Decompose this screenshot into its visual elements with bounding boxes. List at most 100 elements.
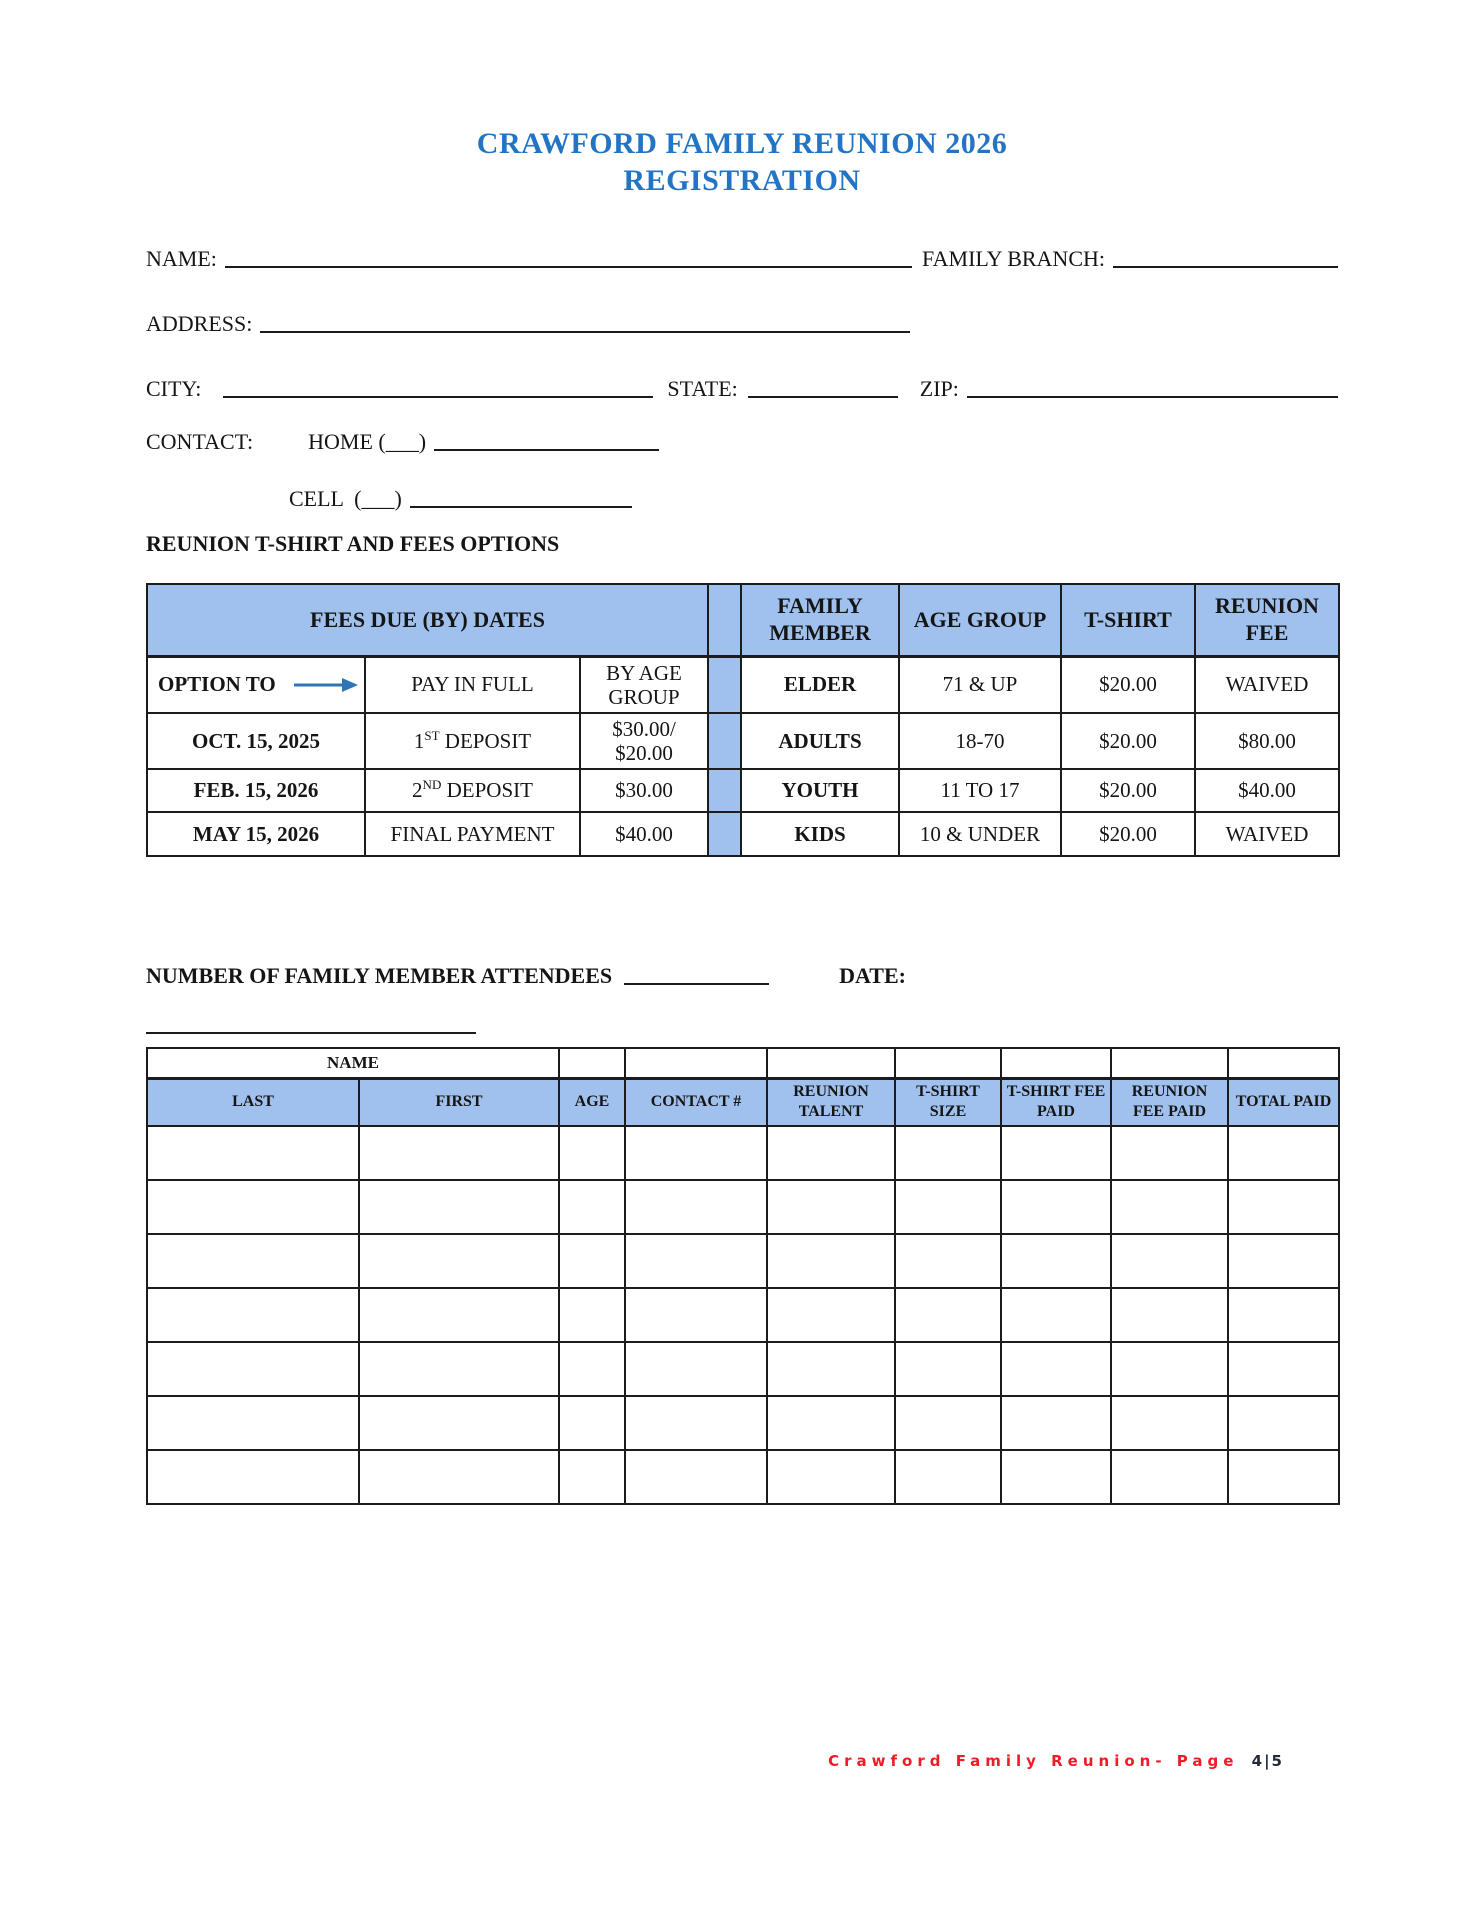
attendee-cell[interactable] xyxy=(558,1125,627,1182)
attendee-cell[interactable] xyxy=(1000,1287,1113,1344)
attendee-cell[interactable] xyxy=(146,1179,360,1236)
name-span-header: NAME xyxy=(145,1047,561,1079)
attendees-count-blank[interactable] xyxy=(624,967,770,985)
city-blank[interactable] xyxy=(223,380,654,398)
attendee-cell[interactable] xyxy=(894,1395,1003,1452)
date-blank[interactable] xyxy=(146,1016,476,1034)
age-cell: 18-70 xyxy=(898,712,1062,770)
attendee-cell[interactable] xyxy=(146,1287,360,1344)
attendee-cell[interactable] xyxy=(1227,1395,1341,1452)
attendee-cell[interactable] xyxy=(894,1179,1003,1236)
attendee-cell[interactable] xyxy=(624,1179,769,1236)
attendee-cell[interactable] xyxy=(1227,1233,1341,1290)
attendee-cell[interactable] xyxy=(146,1125,360,1182)
attendee-cell[interactable] xyxy=(766,1179,897,1236)
attendee-cell[interactable] xyxy=(357,1287,561,1344)
attendee-cell[interactable] xyxy=(1000,1341,1113,1398)
attendee-cell[interactable] xyxy=(1000,1449,1113,1506)
spacer-column-header xyxy=(707,583,742,658)
attendee-cell[interactable] xyxy=(624,1395,769,1452)
attendee-cell[interactable] xyxy=(894,1125,1003,1182)
attendee-cell[interactable] xyxy=(766,1287,897,1344)
member-cell: YOUTH xyxy=(740,768,900,813)
attendee-cell[interactable] xyxy=(558,1179,627,1236)
attendee-cell[interactable] xyxy=(1000,1125,1113,1182)
attendee-cell[interactable] xyxy=(766,1125,897,1182)
attendee-cell[interactable] xyxy=(558,1449,627,1506)
attendee-cell[interactable] xyxy=(1110,1125,1230,1182)
fees-row-may: MAY 15, 2026 FINAL PAYMENT $40.00 KIDS 1… xyxy=(146,811,1340,857)
attendee-cell[interactable] xyxy=(1000,1233,1113,1290)
zip-label: ZIP: xyxy=(919,376,959,401)
attendee-cell[interactable] xyxy=(1110,1341,1230,1398)
state-blank[interactable] xyxy=(747,380,898,398)
attendee-cell[interactable] xyxy=(894,1233,1003,1290)
attendee-cell[interactable] xyxy=(1110,1287,1230,1344)
cell-phone-blank[interactable] xyxy=(409,490,632,508)
tshirt-header: T-SHIRT xyxy=(1060,583,1196,658)
attendee-cell[interactable] xyxy=(558,1233,627,1290)
attendee-cell[interactable] xyxy=(357,1179,561,1236)
attendee-cell[interactable] xyxy=(558,1341,627,1398)
attendee-cell[interactable] xyxy=(357,1233,561,1290)
reunion-fee-cell: WAIVED xyxy=(1194,811,1340,857)
empty-header-cell[interactable] xyxy=(1227,1047,1341,1079)
attendee-cell[interactable] xyxy=(894,1287,1003,1344)
family-branch-blank[interactable] xyxy=(1113,250,1338,268)
attendee-cell[interactable] xyxy=(357,1125,561,1182)
empty-header-cell[interactable] xyxy=(1000,1047,1113,1079)
attendee-cell[interactable] xyxy=(624,1233,769,1290)
home-label: HOME (___) xyxy=(308,429,427,454)
attendee-name-header-row: NAME xyxy=(145,1047,1341,1079)
address-blank[interactable] xyxy=(260,315,911,333)
empty-header-cell[interactable] xyxy=(894,1047,1003,1079)
name-blank[interactable] xyxy=(224,250,913,268)
title-line-1: CRAWFORD FAMILY REUNION 2026 xyxy=(476,127,1008,160)
attendee-cell[interactable] xyxy=(1110,1179,1230,1236)
attendee-cell[interactable] xyxy=(624,1341,769,1398)
attendee-cell[interactable] xyxy=(1110,1233,1230,1290)
zip-blank[interactable] xyxy=(966,380,1338,398)
fees-row-oct: OCT. 15, 2025 1ST DEPOSIT $30.00/ $20.00… xyxy=(146,712,1340,770)
attendee-cell[interactable] xyxy=(1110,1449,1230,1506)
cell-label: CELL (___) xyxy=(289,486,402,511)
attendee-cell[interactable] xyxy=(1227,1449,1341,1506)
attendee-cell[interactable] xyxy=(357,1341,561,1398)
attendee-cell[interactable] xyxy=(1110,1395,1230,1452)
empty-header-cell[interactable] xyxy=(624,1047,769,1079)
fees-due-dates-header: FEES DUE (BY) DATES xyxy=(146,583,709,658)
attendee-cell[interactable] xyxy=(624,1125,769,1182)
attendee-cell[interactable] xyxy=(146,1233,360,1290)
attendee-cell[interactable] xyxy=(1227,1125,1341,1182)
attendee-cell[interactable] xyxy=(1227,1179,1341,1236)
attendee-cell[interactable] xyxy=(558,1395,627,1452)
attendee-cell[interactable] xyxy=(1000,1179,1113,1236)
attendee-cell[interactable] xyxy=(624,1287,769,1344)
contact-home-row: CONTACT: HOME (___) xyxy=(146,428,1338,455)
attendee-cell[interactable] xyxy=(766,1341,897,1398)
attendee-cell[interactable] xyxy=(1000,1395,1113,1452)
tshirt-price-cell: $20.00 xyxy=(1060,768,1196,813)
attendee-cell[interactable] xyxy=(558,1287,627,1344)
attendee-cell[interactable] xyxy=(146,1449,360,1506)
attendee-cell[interactable] xyxy=(1227,1287,1341,1344)
attendee-cell[interactable] xyxy=(894,1449,1003,1506)
empty-header-cell[interactable] xyxy=(558,1047,627,1079)
col-tshirt-size: T-SHIRT SIZE xyxy=(894,1076,1003,1128)
attendee-cell[interactable] xyxy=(1227,1341,1341,1398)
attendee-cell[interactable] xyxy=(146,1341,360,1398)
col-contact: CONTACT # xyxy=(624,1076,769,1128)
attendee-cell[interactable] xyxy=(766,1449,897,1506)
attendee-cell[interactable] xyxy=(357,1395,561,1452)
fees-table: FEES DUE (BY) DATES FAMILY MEMBER AGE GR… xyxy=(146,583,1340,857)
attendee-cell[interactable] xyxy=(894,1341,1003,1398)
attendee-cell[interactable] xyxy=(146,1395,360,1452)
attendee-cell[interactable] xyxy=(766,1395,897,1452)
home-phone-blank[interactable] xyxy=(434,433,660,451)
empty-header-cell[interactable] xyxy=(1110,1047,1230,1079)
attendee-cell[interactable] xyxy=(766,1233,897,1290)
attendee-cell[interactable] xyxy=(624,1449,769,1506)
empty-header-cell[interactable] xyxy=(766,1047,897,1079)
attendee-cell[interactable] xyxy=(357,1449,561,1506)
